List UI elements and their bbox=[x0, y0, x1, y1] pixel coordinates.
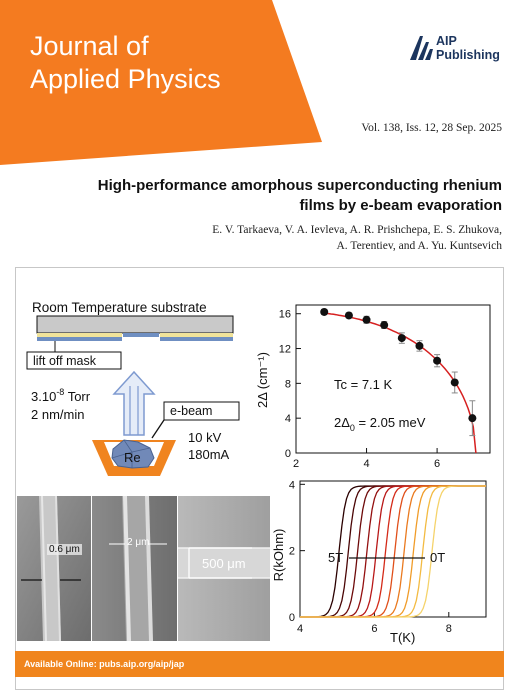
resistance-ytick-label: 4 bbox=[289, 479, 295, 491]
deposition-schematic: Room Temperature substrate lift off mask… bbox=[26, 300, 240, 476]
article-title-line1: High-performance amorphous superconducti… bbox=[97, 177, 502, 194]
substrate-label: Room Temperature substrate bbox=[32, 300, 207, 315]
gap-data-point bbox=[415, 341, 424, 350]
sem-micrographs bbox=[17, 496, 270, 641]
sem-images: 0.6 μm 2 μm 500 μm bbox=[17, 496, 270, 641]
current-label: 180mA bbox=[188, 447, 230, 462]
gap-xtick-label: 6 bbox=[434, 458, 440, 470]
film-on-mask-left bbox=[37, 337, 122, 341]
gap-ytick-label: 4 bbox=[285, 413, 291, 425]
gap0-symbol: 2Δ bbox=[334, 415, 350, 430]
gap-data-point bbox=[320, 307, 329, 316]
publisher-name-line1: AIP bbox=[436, 34, 457, 48]
available-online-footer: Available Online: pubs.aip.org/aip/jap bbox=[15, 651, 504, 677]
mask-right bbox=[160, 333, 233, 337]
flux-arrow-icon bbox=[112, 370, 156, 436]
gap-data-point bbox=[450, 378, 459, 387]
resistance-chart: 4 6 8 0 2 4 R(kOhm) T(K) 5T 0T bbox=[271, 479, 487, 645]
resistance-xtick-label: 4 bbox=[297, 623, 303, 635]
tc-annotation: Tc = 7.1 K bbox=[334, 377, 392, 392]
voltage-label: 10 kV bbox=[188, 430, 222, 445]
sem-label-1: 0.6 μm bbox=[47, 544, 82, 555]
resistance-ytick-label: 0 bbox=[289, 612, 295, 624]
substrate bbox=[36, 315, 234, 334]
gap-data-point bbox=[397, 334, 406, 343]
pressure-mantissa: 3.10 bbox=[31, 389, 56, 404]
aip-logo-icon bbox=[410, 36, 433, 60]
publisher-name-line2: Publishing bbox=[436, 48, 500, 62]
sem-label-2: 2 μm bbox=[127, 537, 150, 548]
resistance-chart-xlabel: T(K) bbox=[390, 630, 415, 645]
journal-title-line2: Applied Physics bbox=[30, 64, 221, 94]
ebeam-line bbox=[151, 419, 165, 439]
sem-wire-3 bbox=[178, 548, 270, 578]
resistance-xtick-label: 8 bbox=[446, 623, 452, 635]
resistance-xtick-label: 6 bbox=[371, 623, 377, 635]
gap-ytick-label: 12 bbox=[279, 344, 291, 356]
film-on-mask-right bbox=[160, 337, 233, 341]
gap-ytick-label: 16 bbox=[279, 309, 291, 321]
ebeam-label: e-beam bbox=[170, 404, 212, 418]
gap-data-point bbox=[468, 414, 477, 423]
gap-data-point bbox=[380, 321, 389, 330]
gap-xtick-label: 2 bbox=[293, 458, 299, 470]
pressure-unit: Torr bbox=[64, 389, 90, 404]
resistance-chart-ylabel: R(kOhm) bbox=[271, 529, 286, 582]
ebeam-label-box bbox=[163, 401, 240, 421]
gap-chart-ylabel: 2Δ (cm⁻¹) bbox=[255, 352, 270, 408]
pressure-label: 3.10-8 Torr bbox=[31, 387, 91, 404]
field-5T-label: 5T bbox=[328, 550, 343, 565]
resistance-curve bbox=[300, 485, 486, 618]
article-title-line2: films by e-beam evaporation bbox=[299, 197, 502, 214]
gap-chart-frame bbox=[295, 304, 491, 454]
field-0T-label: 0T bbox=[430, 550, 445, 565]
gap-ytick-label: 0 bbox=[285, 448, 291, 460]
gap0-annotation: 2Δ0 = 2.05 meV bbox=[334, 415, 426, 433]
issue-info: Vol. 138, Iss. 12, 28 Sep. 2025 bbox=[361, 122, 502, 134]
source-label: Re bbox=[124, 450, 141, 465]
deposited-film bbox=[123, 333, 159, 337]
authors-line1: E. V. Tarkaeva, V. A. Ievleva, A. R. Pri… bbox=[212, 224, 502, 236]
resistance-chart-frame bbox=[299, 480, 487, 618]
gap0-subscript: 0 bbox=[350, 423, 355, 433]
journal-title-line1: Journal of bbox=[30, 31, 149, 61]
journal-title: Journal of Applied Physics bbox=[30, 30, 270, 96]
gap-xtick-label: 4 bbox=[363, 458, 369, 470]
pressure-exponent: -8 bbox=[56, 387, 64, 397]
gap-data-point bbox=[433, 356, 442, 365]
scale-arrows-3 bbox=[188, 547, 252, 579]
gap-ytick-label: 8 bbox=[285, 378, 291, 390]
article-title: High-performance amorphous superconducti… bbox=[32, 176, 502, 216]
resistance-ytick-label: 2 bbox=[289, 546, 295, 558]
orange-header-banner bbox=[0, 0, 322, 165]
article-authors: E. V. Tarkaeva, V. A. Ievleva, A. R. Pri… bbox=[142, 222, 502, 254]
gap-data-point bbox=[362, 315, 371, 324]
mask-label-box bbox=[26, 351, 122, 370]
deposition-rate: 2 nm/min bbox=[31, 407, 84, 422]
rhenium-source: Re bbox=[111, 439, 155, 469]
mask-left bbox=[37, 333, 122, 337]
authors-line2: A. Terentiev, and A. Yu. Kuntsevich bbox=[336, 240, 503, 252]
sem-label-3: 500 μm bbox=[202, 556, 246, 571]
gap-data-point bbox=[344, 311, 353, 320]
mask-label: lift off mask bbox=[33, 354, 97, 368]
gap0-value: = 2.05 meV bbox=[355, 415, 426, 430]
